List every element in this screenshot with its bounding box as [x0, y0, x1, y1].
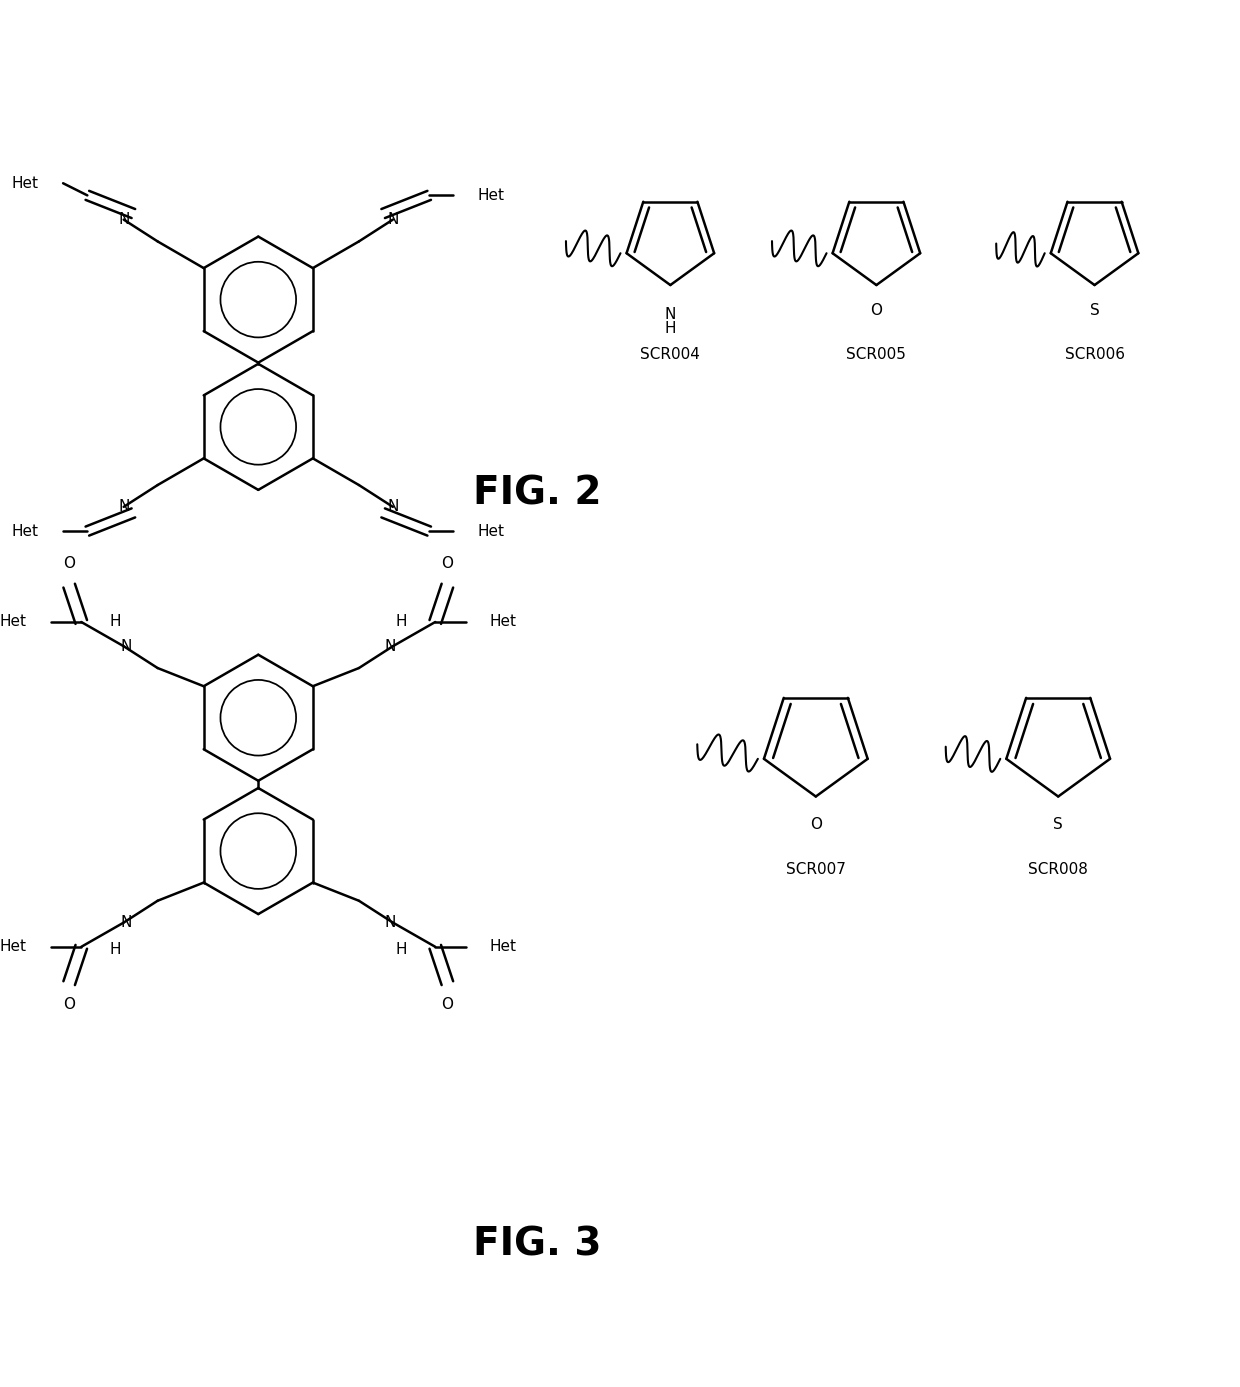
- Text: Het: Het: [477, 523, 505, 538]
- Text: N: N: [120, 915, 131, 931]
- Text: O: O: [870, 304, 883, 318]
- Text: O: O: [63, 556, 76, 571]
- Text: H: H: [396, 614, 407, 630]
- Text: H: H: [109, 614, 122, 630]
- Text: O: O: [810, 817, 822, 832]
- Text: O: O: [441, 997, 454, 1013]
- Text: N: N: [118, 212, 129, 227]
- Text: SCR008: SCR008: [1028, 861, 1089, 877]
- Text: H: H: [396, 942, 407, 957]
- Text: Het: Het: [0, 614, 27, 630]
- Text: SCR004: SCR004: [640, 347, 701, 362]
- Text: O: O: [441, 556, 454, 571]
- Text: FIG. 3: FIG. 3: [472, 1226, 601, 1264]
- Text: N: N: [118, 499, 129, 515]
- Text: SCR005: SCR005: [847, 347, 906, 362]
- Text: SCR007: SCR007: [786, 861, 846, 877]
- Text: N: N: [665, 307, 676, 322]
- Text: H: H: [665, 322, 676, 337]
- Text: N: N: [120, 639, 131, 653]
- Text: H: H: [109, 942, 122, 957]
- Text: SCR006: SCR006: [1065, 347, 1125, 362]
- Text: N: N: [384, 639, 396, 653]
- Text: Het: Het: [12, 523, 38, 538]
- Text: Het: Het: [12, 176, 38, 191]
- Text: N: N: [384, 915, 396, 931]
- Text: S: S: [1053, 817, 1063, 832]
- Text: Het: Het: [0, 939, 27, 954]
- Text: S: S: [1090, 304, 1100, 318]
- Text: Het: Het: [490, 614, 517, 630]
- Text: Het: Het: [477, 187, 505, 203]
- Text: FIG. 2: FIG. 2: [472, 474, 601, 513]
- Text: N: N: [387, 499, 398, 515]
- Text: Het: Het: [490, 939, 517, 954]
- Text: O: O: [63, 997, 76, 1013]
- Text: N: N: [387, 212, 398, 227]
